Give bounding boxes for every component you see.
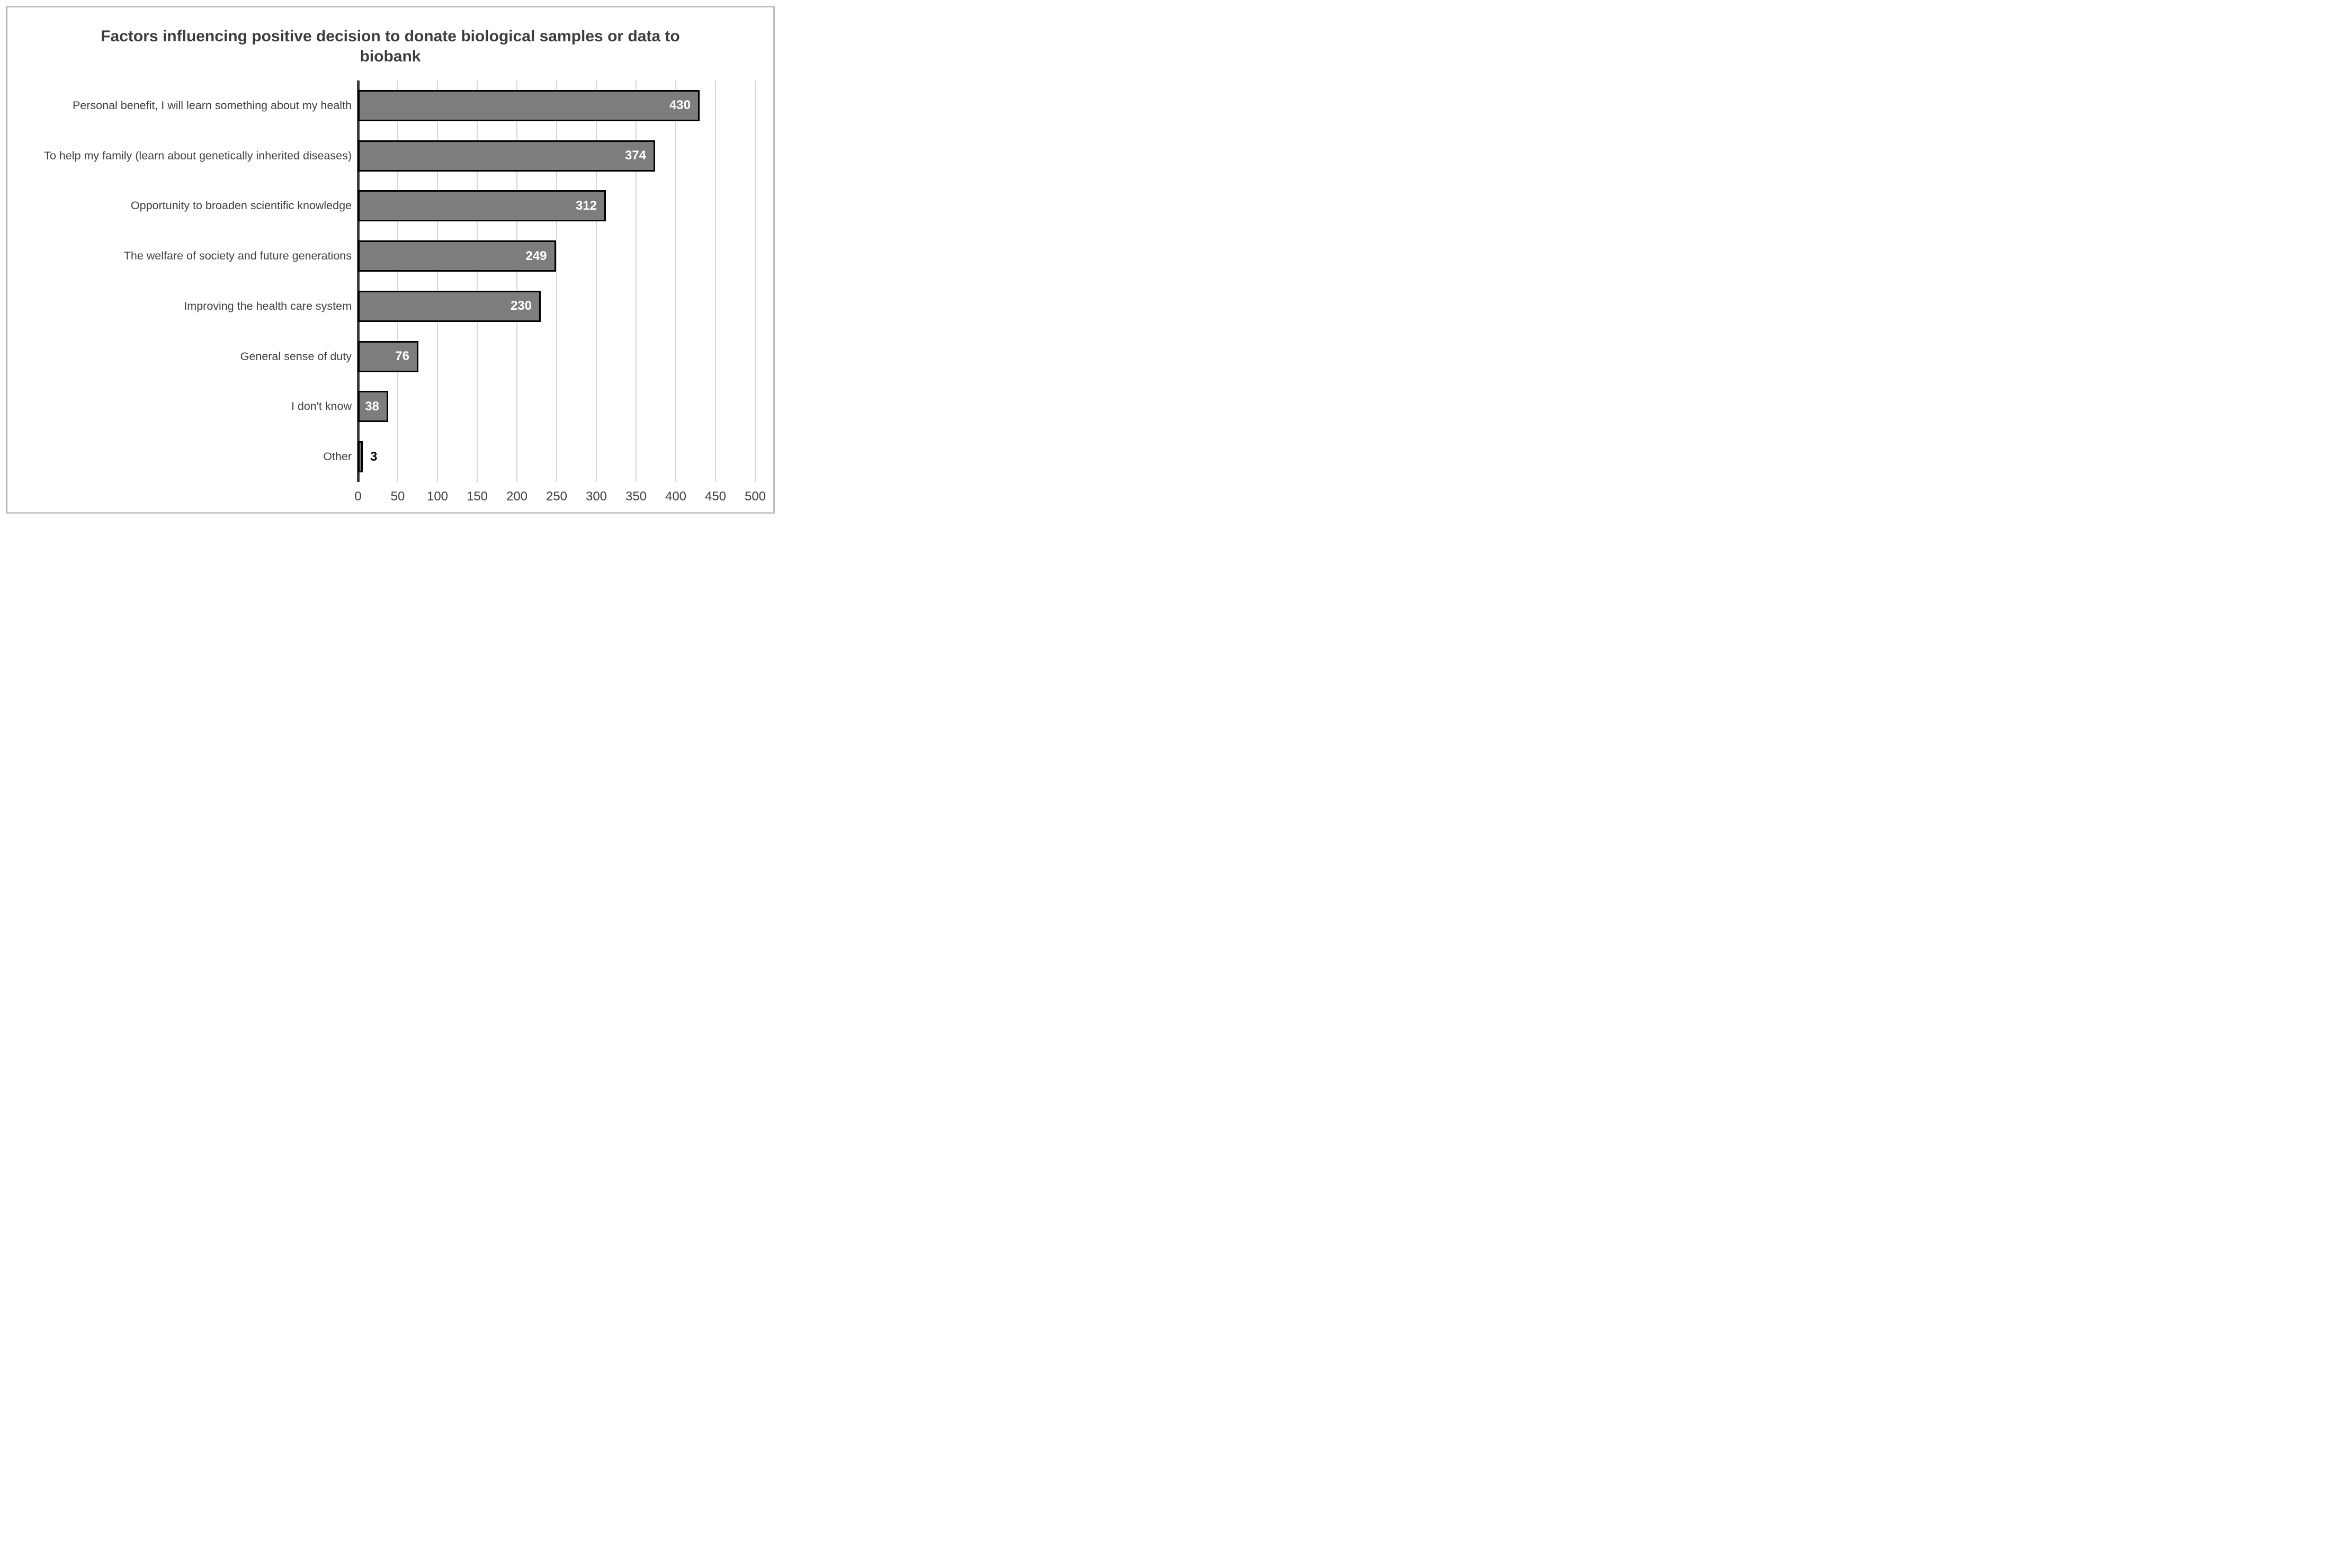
- bar-value-label: 249: [525, 248, 547, 263]
- category-label-7: I don't know: [291, 400, 352, 413]
- bar-value-label: 38: [365, 399, 379, 414]
- bar-value-label: 374: [624, 148, 646, 163]
- chart-frame: Factors influencing positive decision to…: [6, 6, 775, 514]
- x-tick-label-350: 350: [625, 489, 647, 504]
- gridline-x-250: [556, 80, 557, 482]
- category-label-3: Opportunity to broaden scientific knowle…: [130, 199, 352, 212]
- bar-value-label: 3: [370, 450, 378, 464]
- category-label-5: Improving the health care system: [184, 299, 352, 312]
- bar-2: 374: [358, 140, 655, 172]
- chart-title-line2: biobank: [360, 48, 421, 65]
- x-tick-label-150: 150: [466, 489, 488, 504]
- plot-area: 430 Personal benefit, I will learn someth…: [44, 80, 766, 504]
- gridline-x-50: [397, 80, 398, 482]
- x-tick-label-250: 250: [545, 489, 568, 504]
- gridline-x-100: [437, 80, 438, 482]
- category-label-2: To help my family (learn about genetical…: [44, 149, 352, 162]
- chart-title: Factors influencing positive decision to…: [7, 26, 773, 67]
- x-tick-label-50: 50: [390, 489, 405, 504]
- gridline-x-300: [596, 80, 597, 482]
- x-tick-label-300: 300: [585, 489, 607, 504]
- gridline-x-150: [477, 80, 478, 482]
- x-tick-label-500: 500: [744, 489, 766, 504]
- y-axis-line: [357, 80, 360, 482]
- category-label-4: The welfare of society and future genera…: [123, 249, 352, 263]
- bar-4: 249: [358, 240, 556, 272]
- chart-canvas: Factors influencing positive decision to…: [0, 0, 784, 523]
- bar-3: 312: [358, 190, 606, 222]
- gridline-x-400: [675, 80, 676, 482]
- bar-1: 430: [358, 89, 700, 121]
- gridline-x-500: [755, 80, 756, 482]
- chart-title-line1: Factors influencing positive decision to…: [101, 28, 680, 45]
- bar-6: 76: [358, 341, 418, 372]
- gridline-x-350: [636, 80, 637, 482]
- category-label-1: Personal benefit, I will learn something…: [72, 98, 352, 112]
- x-tick-label-200: 200: [506, 489, 528, 504]
- bar-5: 230: [358, 290, 541, 322]
- bar-value-label: 230: [510, 299, 532, 313]
- bar-7: 38: [358, 391, 388, 423]
- bar-value-label: 430: [669, 98, 691, 113]
- category-label-8: Other: [323, 450, 352, 463]
- gridline-x-200: [516, 80, 517, 482]
- bar-value-label: 312: [575, 198, 597, 213]
- category-label-6: General sense of duty: [240, 350, 352, 363]
- x-tick-label-400: 400: [665, 489, 687, 504]
- x-tick-label-450: 450: [704, 489, 727, 504]
- x-tick-label-100: 100: [426, 489, 449, 504]
- bar-8: [358, 441, 363, 473]
- x-tick-label-0: 0: [354, 489, 362, 504]
- gridline-x-450: [715, 80, 716, 482]
- bar-value-label: 76: [395, 349, 409, 364]
